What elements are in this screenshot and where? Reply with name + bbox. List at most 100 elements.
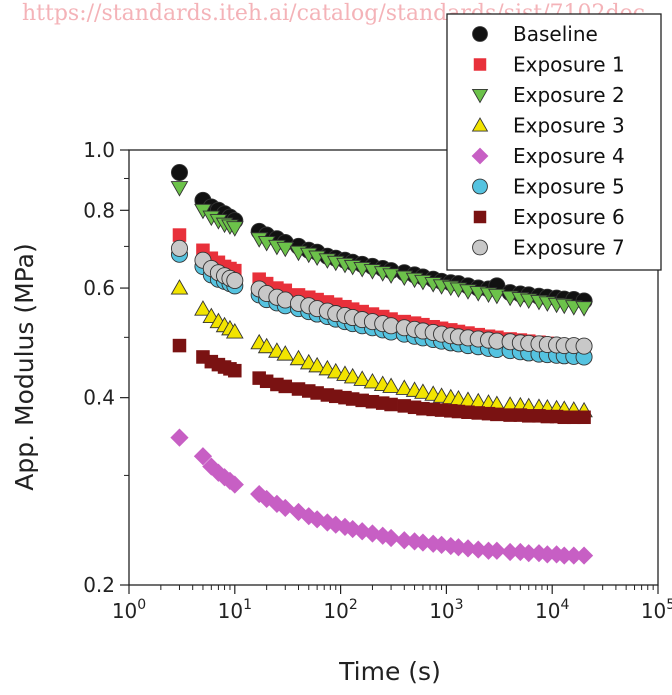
series-layer (170, 164, 594, 565)
data-point (575, 301, 593, 317)
data-point (395, 531, 414, 550)
x-tick-label: 104 (535, 597, 569, 623)
data-point (555, 546, 574, 565)
data-point (424, 534, 443, 553)
plot-border (128, 149, 659, 586)
data-point (381, 528, 401, 548)
data-point (577, 410, 591, 425)
legend-marker (471, 117, 489, 132)
series-exposure-2 (170, 181, 593, 317)
data-point (567, 410, 581, 425)
data-point (343, 367, 362, 384)
data-point (172, 228, 187, 242)
data-point (500, 542, 520, 562)
y-tick-label: 0.4 (83, 386, 115, 410)
legend-label: Exposure 5 (513, 175, 625, 199)
legend-entry: Baseline (472, 22, 598, 46)
data-point (395, 379, 414, 395)
data-point (384, 397, 398, 412)
data-point (170, 239, 188, 257)
data-point (170, 428, 189, 447)
data-point (575, 337, 593, 355)
legend-label: Baseline (513, 22, 598, 46)
legend-label: Exposure 2 (513, 83, 625, 107)
y-tick-label: 0.8 (83, 198, 115, 222)
legend-marker (472, 239, 488, 256)
x-tick-label: 105 (641, 597, 672, 623)
y-tick-label: 0.6 (83, 276, 115, 300)
data-point (170, 279, 189, 295)
data-point (363, 372, 382, 389)
legend-label: Exposure 4 (513, 144, 625, 168)
data-point (511, 542, 530, 562)
data-point (461, 405, 475, 419)
data-point (326, 515, 345, 534)
data-point (416, 401, 430, 416)
legend-label: Exposure 3 (513, 114, 625, 138)
data-point (326, 362, 345, 379)
data-point (487, 541, 506, 560)
plot-frame (128, 149, 659, 586)
y-tick-label: 1.0 (83, 138, 115, 162)
data-point (257, 337, 276, 354)
legend-marker (473, 210, 487, 224)
x-tick-label: 102 (323, 597, 357, 623)
data-point (490, 407, 504, 422)
y-tick-label: 0.2 (83, 573, 115, 597)
data-point (299, 507, 318, 526)
x-tick-label: 100 (112, 597, 146, 623)
data-point (519, 544, 538, 563)
legend-box (446, 13, 662, 271)
data-point (318, 513, 337, 532)
data-point (308, 510, 327, 529)
data-point (469, 540, 488, 559)
legend-marker (471, 147, 489, 165)
legend-entry: Exposure 7 (472, 236, 625, 260)
data-point (373, 526, 392, 545)
data-point (194, 300, 212, 316)
data-point (209, 463, 228, 482)
data-point (471, 406, 486, 420)
data-point (289, 502, 308, 522)
data-point (397, 399, 412, 413)
data-point (276, 345, 295, 361)
legend-marker (472, 26, 488, 42)
legend-marker (472, 178, 488, 195)
legend-entry: Exposure 4 (471, 144, 625, 168)
data-point (276, 498, 295, 518)
legend: Baseline Exposure 1 Exposure 2 Exposure 3 Ex… (446, 13, 662, 271)
x-tick-label: 103 (429, 597, 463, 623)
legend-entry: Exposure 6 (473, 205, 625, 229)
x-tick-label: 101 (218, 597, 252, 623)
y-axis-title: App. Modulus (MPa) (10, 243, 39, 490)
data-point (488, 288, 506, 305)
data-point (170, 181, 189, 197)
data-point (276, 241, 295, 258)
y-axis-ticks: 0.2 0.4 0.6 0.8 1.0 (83, 138, 129, 597)
data-point (521, 409, 536, 423)
data-point (259, 374, 274, 389)
data-point (267, 494, 287, 513)
data-point (449, 538, 468, 557)
data-point (310, 386, 324, 400)
legend-label: Exposure 6 (513, 205, 625, 229)
data-point (353, 522, 372, 541)
data-point (308, 356, 326, 373)
data-point (225, 323, 244, 339)
legend-marker (471, 88, 489, 104)
data-point (414, 383, 432, 399)
data-point (170, 164, 188, 182)
legend-marker (473, 58, 487, 71)
data-point (353, 370, 372, 386)
data-point (503, 408, 517, 422)
data-point (574, 546, 594, 565)
legend-entry: Exposure 3 (471, 114, 625, 138)
data-point (382, 377, 400, 393)
data-point (382, 268, 400, 284)
data-point (291, 382, 306, 396)
data-point (193, 447, 213, 466)
x-axis-title: Time (s) (338, 657, 441, 686)
legend-label: Exposure 1 (513, 53, 625, 77)
series-exposure-6 (172, 338, 591, 425)
